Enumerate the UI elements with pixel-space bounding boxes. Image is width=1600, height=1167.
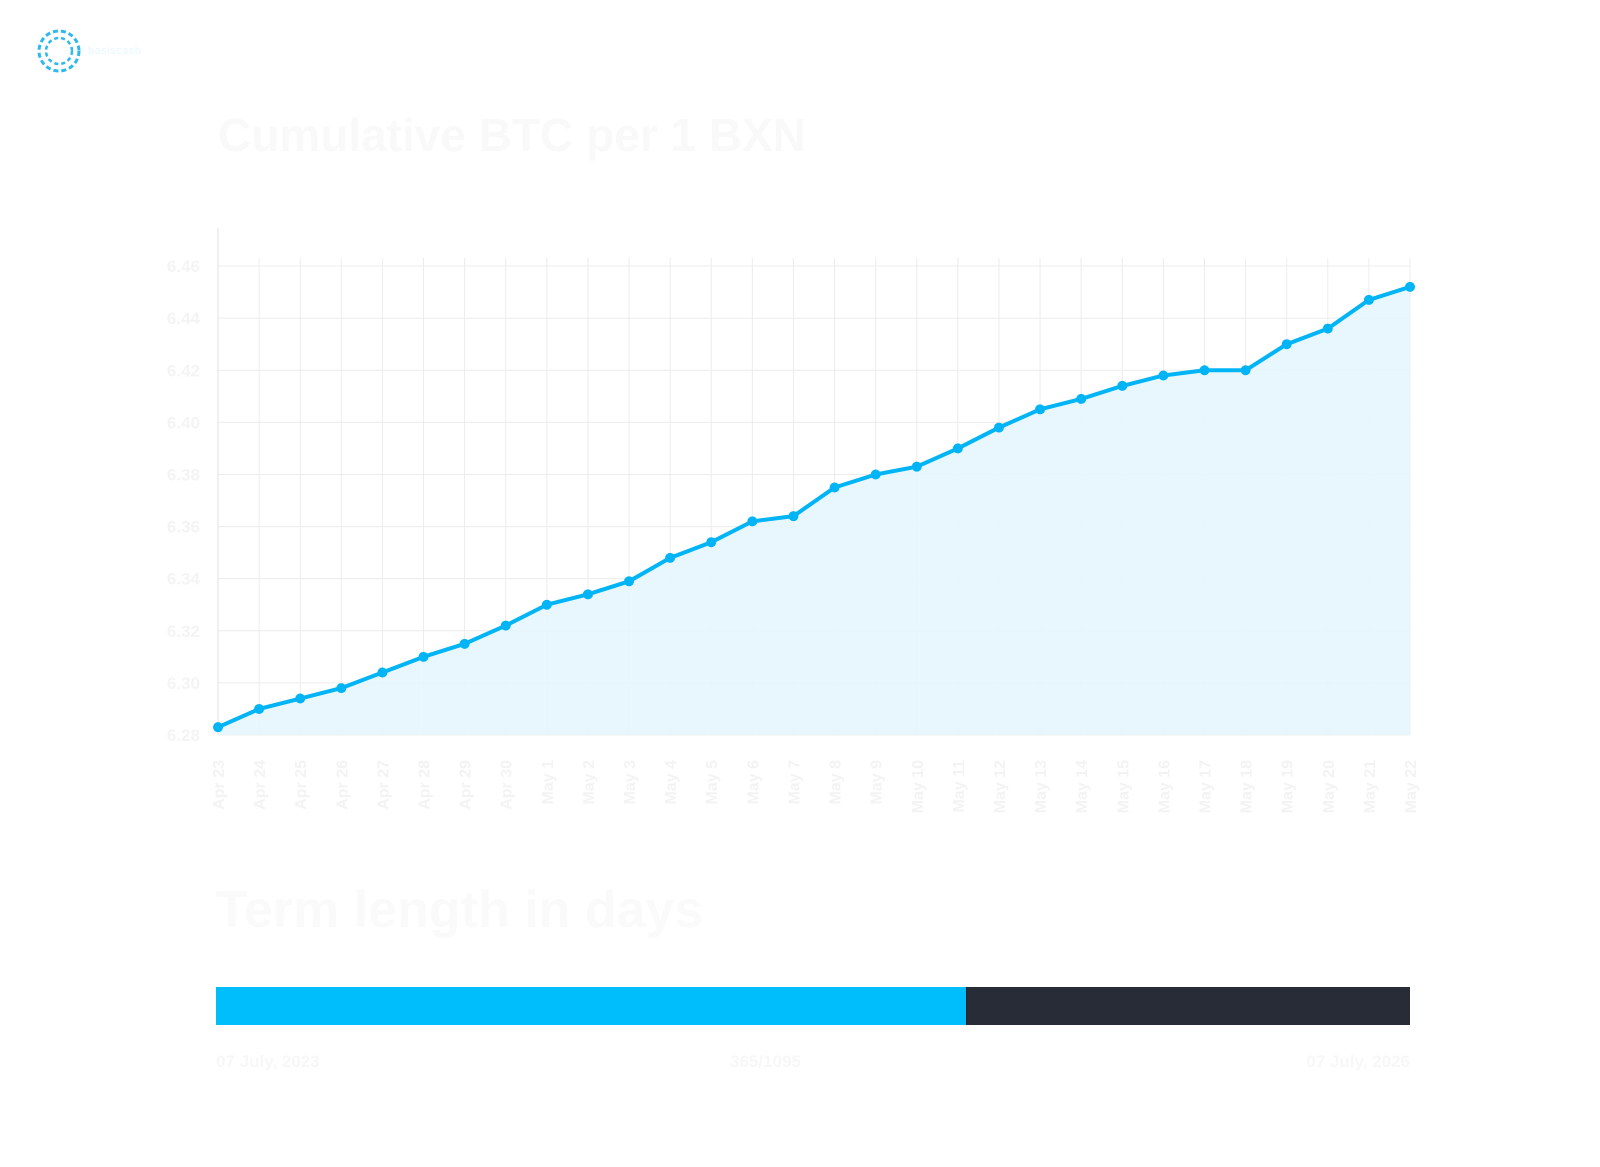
data-point [213,722,223,733]
y-tick-label: 6.42 [167,361,200,380]
x-tick-label: May 2 [581,760,598,805]
x-tick-label: May 17 [1197,760,1214,813]
data-point [500,620,511,631]
data-point [377,667,388,678]
x-tick-label: Apr 28 [417,760,434,810]
x-tick-label: May 21 [1362,760,1379,813]
series-line [216,284,1412,730]
y-axis-ticks: 6.28 6.30 6.32 6.34 6.36 6.38 6.40 6.42 6.44 6.46 [167,257,201,745]
x-tick-label: May 12 [992,760,1009,813]
x-tick-label: Apr 27 [375,760,392,810]
series-area [218,286,1410,735]
y-tick-label: 6.30 [167,674,200,693]
x-tick-label: Apr 26 [334,760,351,810]
data-point [336,683,347,694]
x-tick-label: Apr 23 [211,760,228,810]
x-tick-label: May 7 [786,760,803,805]
data-point [295,693,306,704]
y-tick-label: 6.32 [167,622,200,641]
data-point [1117,380,1128,391]
data-point [911,461,922,472]
data-point [1322,323,1333,334]
y-tick-label: 6.38 [167,465,200,484]
x-tick-label: May 13 [1033,760,1050,813]
x-tick-label: May 18 [1239,760,1256,813]
data-point [870,469,881,480]
term-progress-text: 365/1095 [730,1052,801,1071]
data-point [993,422,1004,433]
term-length-title: Term length in days [216,881,704,939]
x-tick-label: May 3 [622,760,639,805]
x-tick-label: May 9 [869,760,886,805]
cumulative-btc-chart: 6.28 6.30 6.32 6.34 6.36 6.38 6.40 6.42 6.44 6.46… [167,228,1420,813]
x-tick-label: May 5 [704,760,721,805]
data-point [582,589,593,600]
x-tick-label: May 14 [1074,760,1091,813]
brand-logo[interactable]: basiscash [36,26,186,76]
data-point [665,552,676,563]
logo-text: basiscash [88,45,142,57]
dashed-circle-logo-icon [36,28,82,74]
x-tick-label: Apr 25 [293,760,310,810]
data-point [706,537,717,548]
y-tick-label: 6.44 [167,309,201,328]
x-tick-label: May 8 [828,760,845,805]
data-point [1405,281,1415,292]
data-point [1363,294,1374,305]
x-tick-label: Apr 30 [499,760,516,810]
data-point [829,482,840,493]
x-tick-label: May 15 [1115,760,1132,813]
y-tick-label: 6.36 [167,518,200,537]
x-tick-label: May 16 [1156,760,1173,813]
chart-title: Cumulative BTC per 1 BXN [218,109,806,161]
term-start-date: 07 July, 2023 [216,1052,320,1071]
data-point [1035,404,1046,415]
x-tick-label: May 1 [540,760,557,805]
x-axis-ticks: Apr 23 Apr 24 Apr 25 Apr 26 Apr 27 Apr 28 Apr … [211,760,1420,813]
term-progress-fill [216,987,967,1025]
x-tick-label: May 6 [745,760,762,805]
data-point [952,443,963,454]
chart-line [216,284,1412,730]
data-point [1240,365,1251,376]
data-point [541,599,552,610]
data-point [1199,365,1210,376]
x-tick-label: May 10 [910,760,927,813]
chart-area [218,286,1410,735]
data-point [1158,370,1169,381]
chart-points [213,281,1415,733]
data-point [624,576,635,587]
data-point [1076,393,1087,404]
x-tick-label: Apr 29 [458,760,475,810]
data-point [1281,339,1292,350]
data-point [747,516,758,527]
data-point [459,638,470,649]
y-tick-label: 6.28 [167,726,200,745]
data-point [254,703,265,714]
term-end-date: 07 July, 2026 [1306,1052,1410,1071]
y-tick-label: 6.34 [167,570,201,589]
data-point [418,651,429,662]
x-tick-label: May 19 [1280,760,1297,813]
term-progress-bar [216,987,1410,1025]
x-tick-label: May 20 [1321,760,1338,813]
data-point [788,511,799,522]
y-tick-label: 6.46 [167,257,200,276]
x-tick-label: May 11 [951,760,968,813]
x-tick-label: May 4 [663,760,680,805]
y-tick-label: 6.40 [167,413,200,432]
x-tick-label: Apr 24 [252,760,269,810]
x-tick-label: May 22 [1403,760,1420,813]
